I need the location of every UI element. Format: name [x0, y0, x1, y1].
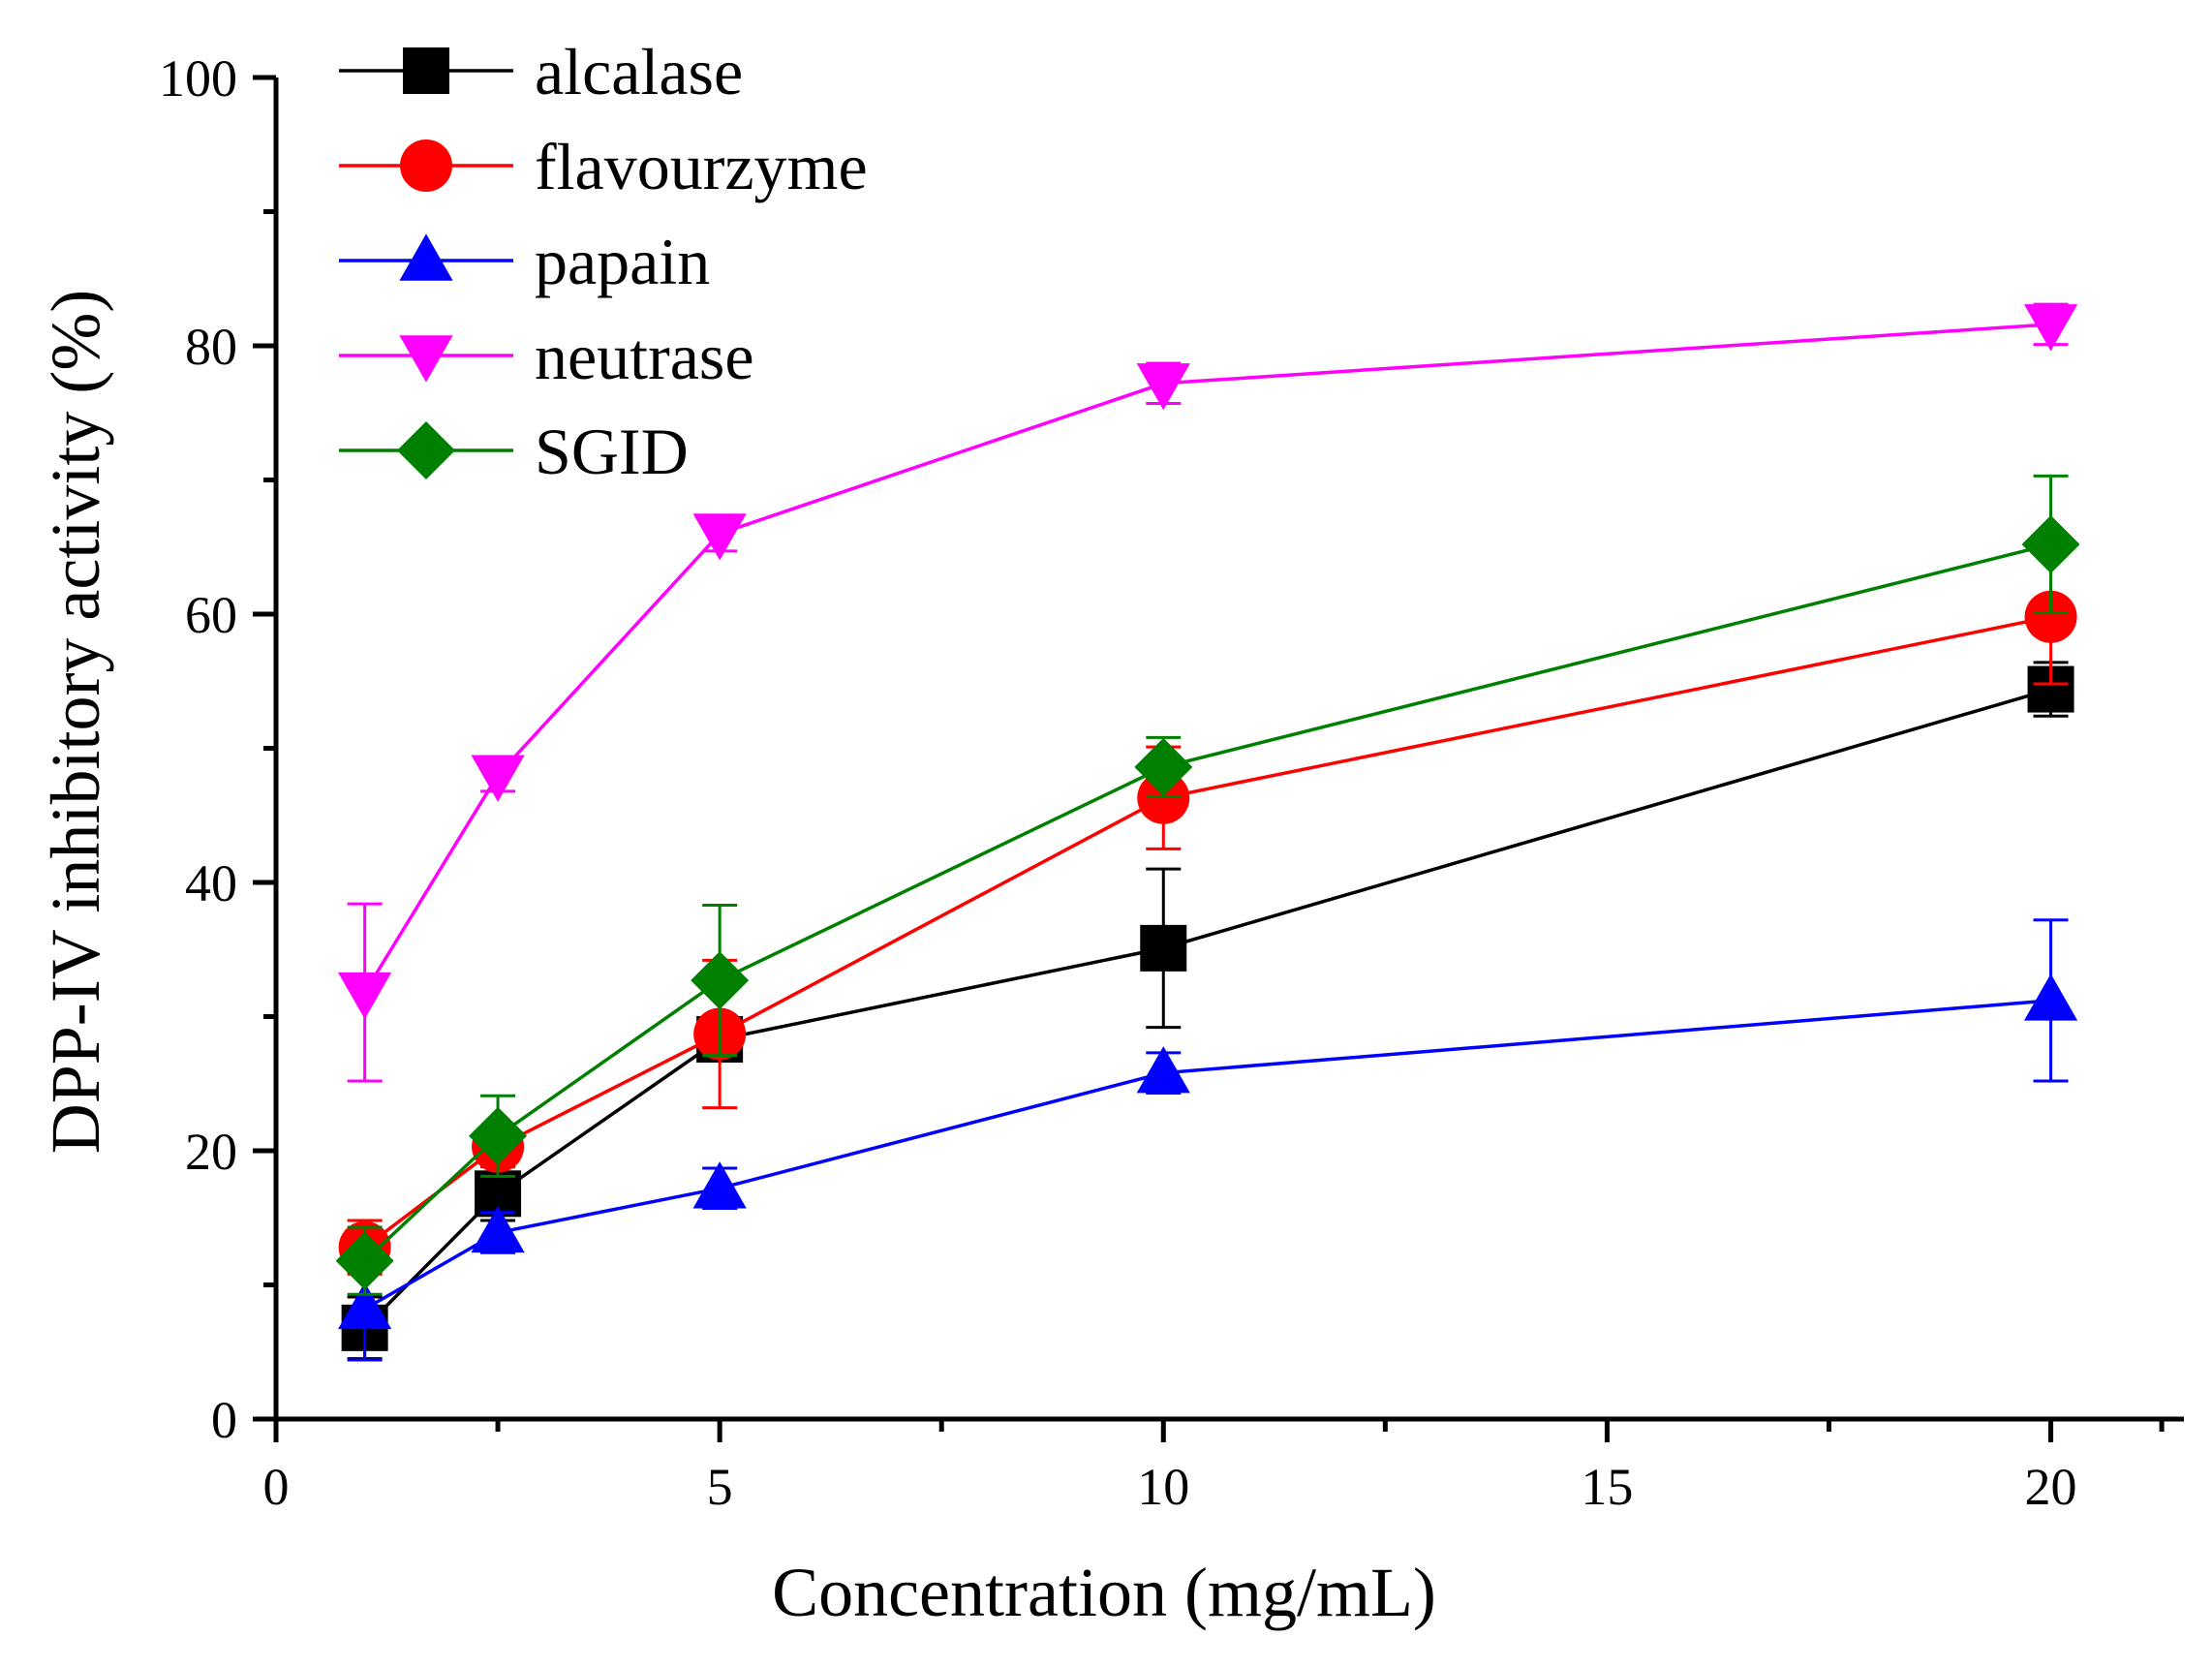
x-tick-label: 5	[707, 1458, 733, 1516]
data-point-neutrase	[338, 972, 392, 1020]
legend-item-SGID: SGID	[339, 415, 689, 488]
legend-marker	[399, 233, 453, 281]
series-flavourzyme	[338, 548, 2077, 1276]
x-tick-label: 20	[2025, 1458, 2077, 1516]
data-point-papain	[2023, 973, 2078, 1021]
legend-marker	[399, 335, 453, 383]
series-papain	[338, 918, 2078, 1362]
plot-area	[335, 302, 2080, 1362]
legend-item-papain: papain	[339, 225, 710, 298]
x-tick-label: 15	[1581, 1458, 1633, 1516]
x-tick-label: 0	[263, 1458, 290, 1516]
series-line-SGID	[363, 542, 2051, 1262]
data-point-papain	[692, 1161, 747, 1209]
x-axis-title: Concentration (mg/mL)	[772, 1554, 1436, 1631]
data-point-SGID	[2021, 514, 2080, 573]
y-tick-label: 0	[211, 1391, 237, 1449]
series-SGID	[335, 474, 2080, 1296]
y-axis-title: DPP-IV inhibitory activity (%)	[37, 290, 114, 1155]
series-neutrase	[338, 302, 2078, 1083]
data-point-SGID	[691, 951, 750, 1010]
data-point-papain	[338, 1282, 392, 1330]
y-tick-label: 80	[185, 318, 237, 376]
y-tick-label: 100	[159, 49, 237, 108]
data-point-SGID	[469, 1106, 528, 1165]
data-point-neutrase	[1136, 363, 1190, 411]
data-point-papain	[1136, 1046, 1190, 1094]
series-line-flavourzyme	[363, 615, 2051, 1250]
legend-label: SGID	[535, 415, 689, 488]
y-tick-label: 40	[185, 854, 237, 912]
legend-label: papain	[535, 225, 710, 298]
series-alcalase	[341, 661, 2074, 1361]
data-point-neutrase	[471, 755, 525, 802]
data-point-neutrase	[692, 513, 747, 561]
x-tick-label: 10	[1137, 1458, 1189, 1516]
series-line-alcalase	[363, 687, 2052, 1330]
series-line-papain	[363, 999, 2051, 1311]
data-point-papain	[471, 1205, 525, 1253]
legend-marker	[400, 139, 452, 192]
legend-item-flavourzyme: flavourzyme	[339, 130, 868, 203]
data-point-flavourzyme	[2024, 590, 2077, 643]
y-tick-label: 60	[185, 586, 237, 644]
data-point-SGID	[1134, 737, 1193, 796]
data-point-neutrase	[2023, 304, 2078, 352]
legend-label: alcalase	[535, 35, 743, 108]
legend-label: neutrase	[535, 320, 754, 393]
axes: 0 20 40 60 80 100 0 5 10 15 20	[159, 49, 2184, 1516]
legend: alcalase flavourzyme papain neutrase SGID	[339, 35, 868, 488]
data-point-SGID	[335, 1231, 394, 1290]
legend-item-neutrase: neutrase	[339, 320, 754, 393]
legend-marker	[403, 47, 449, 94]
legend-marker	[397, 421, 455, 479]
y-tick-label: 20	[185, 1123, 237, 1181]
data-point-alcalase	[1140, 924, 1187, 972]
legend-item-alcalase: alcalase	[339, 35, 743, 108]
legend-label: flavourzyme	[535, 130, 868, 203]
